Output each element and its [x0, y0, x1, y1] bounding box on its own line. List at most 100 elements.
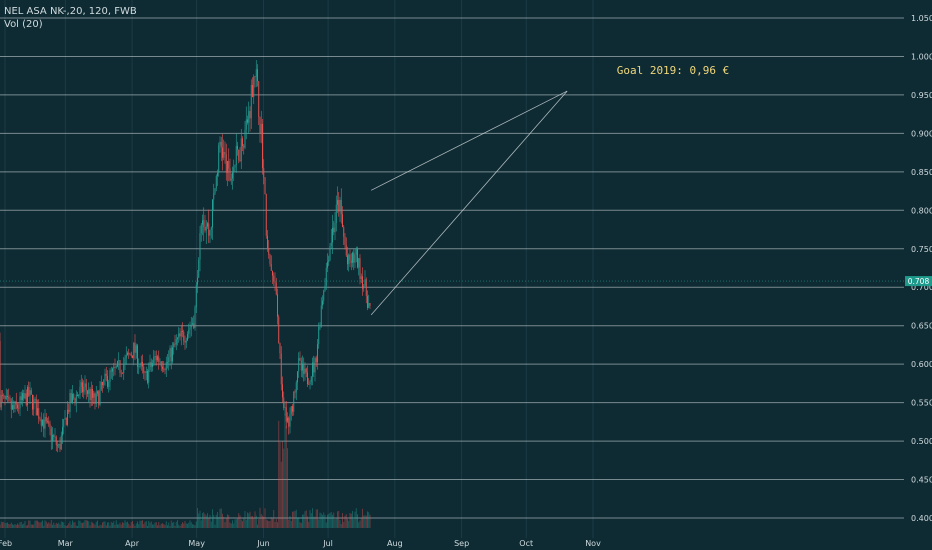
volume-bar — [285, 426, 287, 528]
volume-bar — [125, 522, 127, 528]
candle-body — [350, 260, 352, 263]
volume-bar — [157, 525, 158, 528]
volume-bar — [327, 514, 328, 528]
candle-body — [165, 361, 167, 371]
y-tick-label: 0.600 — [911, 360, 932, 369]
candle-body — [27, 386, 28, 406]
candle-body — [242, 138, 243, 147]
volume-bar — [335, 518, 337, 528]
y-tick-label: 1.050 — [911, 14, 932, 23]
candle-body — [273, 275, 275, 282]
volume-bar — [337, 511, 338, 528]
candle-body — [24, 393, 26, 399]
volume-bar — [137, 521, 138, 528]
volume-bar — [19, 522, 21, 528]
candle-body — [65, 418, 67, 425]
candle-body — [155, 356, 157, 361]
x-tick-label: Aug — [387, 539, 403, 548]
volume-bar — [79, 520, 81, 528]
volume-bar — [148, 520, 150, 528]
candle-body — [274, 281, 276, 283]
candle-body — [228, 161, 230, 169]
candle-body — [304, 368, 306, 374]
candle-body — [270, 263, 272, 271]
volume-bar — [134, 525, 136, 528]
volume-bar — [167, 525, 168, 528]
candle-body — [278, 316, 280, 344]
candle-body — [268, 248, 270, 255]
candle-body — [347, 255, 348, 265]
chart-legend: NEL ASA NK-,20, 120, FWB Vol (20) — [4, 5, 137, 31]
candle-body — [145, 371, 147, 373]
volume-bar — [123, 522, 125, 528]
candle-body — [113, 366, 115, 369]
volume-bar — [87, 520, 88, 528]
candle-body — [184, 340, 186, 343]
candle-body — [173, 343, 175, 348]
candle-body — [210, 227, 212, 230]
candle-body — [170, 348, 172, 362]
volume-bar — [368, 512, 370, 528]
volume-bar — [349, 512, 351, 528]
volume-bar — [247, 512, 248, 528]
volume-bar — [80, 522, 82, 528]
candle-body — [255, 69, 257, 77]
goal-annotation: Goal 2019: 0,96 € — [617, 64, 730, 77]
volume-bar — [203, 512, 205, 528]
x-tick-label: Mar — [58, 539, 74, 548]
volume-bar — [297, 518, 298, 528]
volume-bar — [33, 524, 35, 528]
candle-body — [319, 326, 321, 328]
candle-body — [70, 393, 72, 403]
volume-bar — [223, 516, 225, 528]
volume-bar — [189, 520, 191, 528]
volume-bar — [72, 520, 73, 528]
volume-bar — [269, 520, 271, 528]
candle-body — [193, 323, 195, 329]
candle-body — [129, 353, 131, 355]
y-tick-label: 0.750 — [911, 245, 932, 254]
candle-body — [9, 398, 11, 401]
volume-bar — [280, 461, 282, 528]
volume-bar — [67, 525, 68, 528]
volume-bar — [277, 522, 278, 528]
volume-bar — [7, 522, 8, 528]
volume-bar — [15, 525, 17, 528]
volume-bar — [215, 514, 217, 528]
volume-bar — [267, 520, 268, 528]
volume-bar — [169, 525, 171, 528]
candle-body — [315, 357, 317, 363]
volume-bar — [239, 515, 241, 528]
candle-body — [134, 342, 136, 353]
candle-body — [99, 389, 101, 405]
volume-bar — [149, 522, 151, 528]
y-tick-label: 0.700 — [911, 283, 932, 292]
candle-body — [167, 361, 168, 363]
volume-bar — [250, 516, 252, 528]
volume-bar — [183, 523, 185, 528]
candle-body — [240, 138, 242, 161]
candle-body — [179, 333, 181, 337]
candle-body — [52, 434, 53, 441]
volume-bar — [73, 522, 75, 528]
candle-body — [84, 383, 86, 387]
candle-body — [103, 380, 105, 386]
candle-body — [104, 373, 106, 381]
volume-bar — [302, 514, 303, 528]
volume-bar — [9, 524, 11, 528]
candle-body — [160, 361, 162, 367]
candle-body — [342, 214, 343, 228]
volume-bar — [188, 522, 190, 528]
volume-bar — [130, 522, 132, 528]
candle-body — [138, 366, 140, 368]
candle-body — [248, 111, 250, 123]
candle-body — [107, 375, 108, 387]
candle-body — [234, 165, 236, 168]
volume-bar — [163, 524, 165, 528]
volume-bar — [105, 525, 107, 528]
volume-bar — [42, 520, 43, 528]
candle-body — [182, 330, 183, 332]
candle-body — [265, 193, 267, 236]
